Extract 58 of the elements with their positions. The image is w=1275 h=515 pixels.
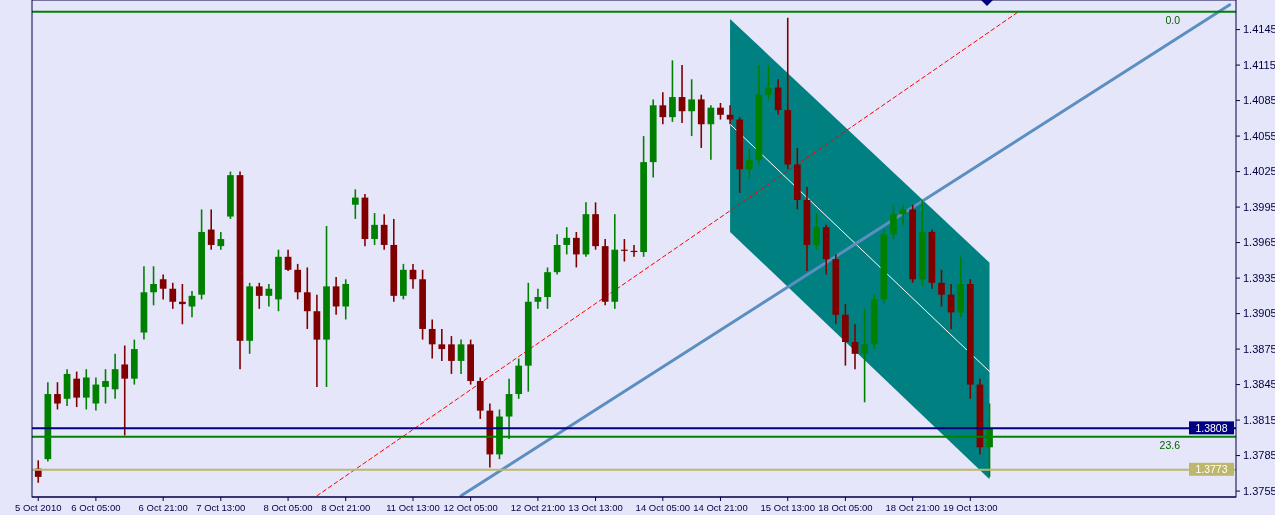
candlestick xyxy=(102,368,109,405)
candlestick xyxy=(572,231,580,269)
candlestick xyxy=(457,338,465,375)
x-tick-label: 7 Oct 13:00 xyxy=(196,502,246,513)
candlestick xyxy=(255,282,263,310)
candlestick xyxy=(294,263,302,301)
candlestick xyxy=(92,376,100,412)
candlestick xyxy=(438,328,446,362)
x-tick-label: 8 Oct 21:00 xyxy=(321,502,371,513)
candlestick xyxy=(121,344,129,437)
ref-line-label: 1.3773 xyxy=(1195,463,1228,476)
candlestick xyxy=(563,226,571,256)
candlestick xyxy=(726,104,734,126)
candlestick xyxy=(688,78,696,137)
candlestick xyxy=(342,278,350,321)
x-tick-label: 15 Oct 13:00 xyxy=(760,502,815,513)
x-tick-label: 13 Oct 13:00 xyxy=(568,502,623,513)
candlestick xyxy=(890,203,897,240)
ref-line-label: 1.3808 xyxy=(1195,422,1228,435)
candlestick xyxy=(669,59,676,123)
candlestick xyxy=(371,212,378,246)
candlestick xyxy=(938,269,945,308)
y-tick-label: 1.4115 xyxy=(1243,58,1275,71)
candlestick xyxy=(813,212,820,251)
x-tick-label: 14 Oct 05:00 xyxy=(635,502,691,513)
x-tick-label: 12 Oct 21:00 xyxy=(510,502,566,513)
x-tick-label: 8 Oct 05:00 xyxy=(263,502,313,513)
candlestick xyxy=(861,308,868,404)
candlestick xyxy=(150,265,157,307)
candlestick xyxy=(351,188,359,220)
candlestick xyxy=(534,287,542,310)
candlestick xyxy=(899,203,907,226)
candlestick xyxy=(428,318,436,360)
candlestick xyxy=(73,370,81,408)
x-tick-label: 14 Oct 21:00 xyxy=(693,502,748,513)
x-tick-label: 11 Oct 13:00 xyxy=(386,502,440,513)
candlestick xyxy=(448,335,455,375)
x-tick-label: 6 Oct 21:00 xyxy=(138,502,188,513)
candlestick xyxy=(659,91,667,126)
candlestick xyxy=(169,282,177,310)
candlestick xyxy=(159,273,167,301)
x-tick-label: 18 Oct 05:00 xyxy=(818,502,873,513)
x-tick-label: 19 Oct 13:00 xyxy=(943,502,998,513)
x-tick-label: 6 Oct 05:00 xyxy=(71,502,121,513)
candlestick xyxy=(265,283,273,308)
annotation: 23.6 xyxy=(1159,438,1181,451)
x-tick-label: 12 Oct 05:00 xyxy=(443,502,498,513)
candlestick xyxy=(54,381,61,411)
candlestick xyxy=(207,208,215,251)
x-tick-label: 18 Oct 21:00 xyxy=(885,502,940,513)
candlestick xyxy=(303,266,311,330)
candlestick xyxy=(82,368,90,411)
candlestick xyxy=(851,323,859,370)
candlestick xyxy=(380,213,388,251)
candlestick xyxy=(745,148,753,179)
x-tick-label: 5 Oct 2010 xyxy=(15,502,62,513)
annotation: 0.0 xyxy=(1165,13,1181,26)
candlestick xyxy=(765,64,772,101)
